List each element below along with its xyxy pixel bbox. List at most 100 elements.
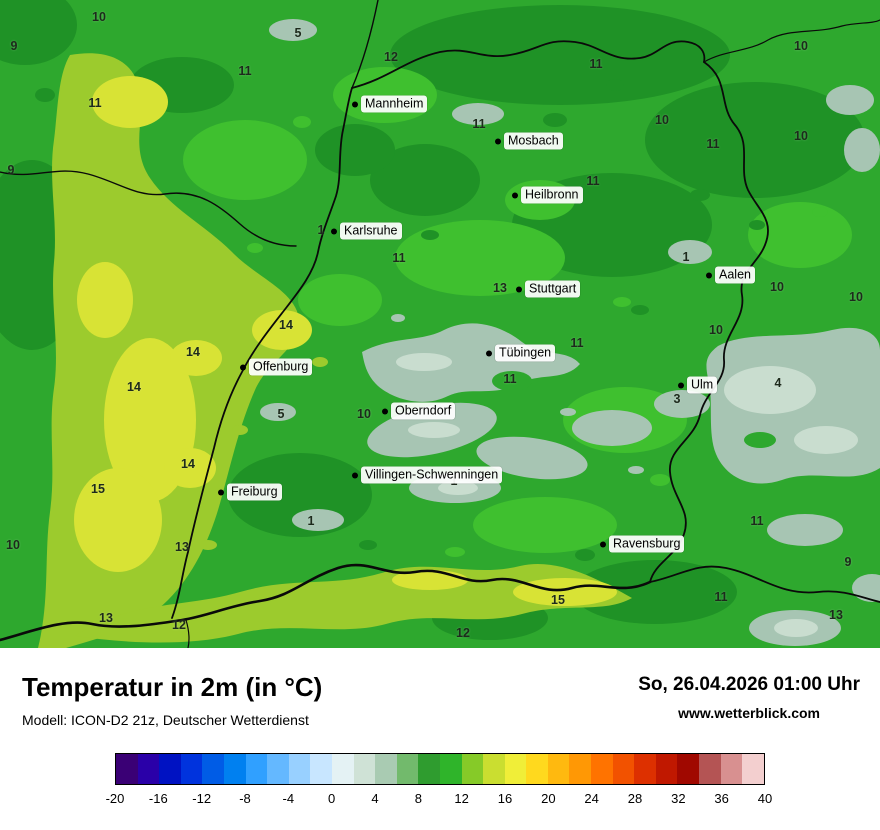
temperature-value: 9 xyxy=(7,163,15,177)
temperature-value: 10 xyxy=(6,538,20,552)
colorbar-tick: -12 xyxy=(192,791,212,806)
warm-cores xyxy=(74,76,312,572)
green-pockets xyxy=(492,371,776,448)
temperature-value: 13 xyxy=(99,611,113,625)
colorbar-segment xyxy=(742,754,764,784)
city-marker: Aalen xyxy=(706,266,755,284)
speckles-gray xyxy=(391,314,644,474)
city-marker: Offenburg xyxy=(240,358,313,376)
map-title: Temperatur in 2m (in °C) xyxy=(22,672,323,702)
temperature-value: 4 xyxy=(774,376,782,390)
colorbar-segment xyxy=(375,754,397,784)
colorbar-tick: 24 xyxy=(584,791,599,806)
temperature-value: 11 xyxy=(238,64,252,78)
temperature-value: 10 xyxy=(770,280,784,294)
colorbar-segment xyxy=(504,754,527,784)
temperature-value: 10 xyxy=(709,323,723,337)
city-label: Freiburg xyxy=(227,483,282,501)
colorbar-segment xyxy=(288,754,311,784)
temperature-value: 5 xyxy=(294,26,302,40)
city-dot-icon xyxy=(516,286,522,292)
colorbar-segment xyxy=(396,754,419,784)
colorbar-segment xyxy=(526,754,548,784)
temperature-value: 10 xyxy=(92,10,106,24)
city-dot-icon xyxy=(218,489,224,495)
colorbar xyxy=(115,753,765,785)
colorbar-segment xyxy=(591,754,613,784)
city-marker: Oberndorf xyxy=(382,402,456,420)
colorbar-segment xyxy=(483,754,505,784)
city-marker: Karlsruhe xyxy=(331,222,402,240)
colorbar-segment xyxy=(439,754,462,784)
temperature-value: 1 xyxy=(307,514,315,528)
colorbar-segment xyxy=(612,754,635,784)
colorbar-segment xyxy=(116,754,138,784)
city-label: Heilbronn xyxy=(521,186,583,204)
temperature-value: 1 xyxy=(317,223,325,237)
city-marker: Tübingen xyxy=(486,344,556,362)
colorbar-segment xyxy=(547,754,570,784)
footer-panel: Temperatur in 2m (in °C) Modell: ICON-D2… xyxy=(0,648,880,830)
website-link[interactable]: www.wetterblick.com xyxy=(678,705,821,721)
datetime-block: So, 26.04.2026 01:00 Uhr www.wetterblick… xyxy=(638,674,860,721)
city-dot-icon xyxy=(706,272,712,278)
colorbar-segment xyxy=(677,754,700,784)
colorbar-tick: 40 xyxy=(757,791,773,806)
speckles-dark xyxy=(35,79,765,561)
temperature-value: 10 xyxy=(849,290,863,304)
temperature-value: 13 xyxy=(175,540,189,554)
temperature-value: 11 xyxy=(88,96,102,110)
colorbar-segment xyxy=(699,754,721,784)
temperature-value: 10 xyxy=(655,113,669,127)
colorbar-segment xyxy=(159,754,181,784)
city-marker: Villingen-Schwenningen xyxy=(352,466,503,484)
temperature-value: 9 xyxy=(10,39,18,53)
border-lines xyxy=(0,0,880,648)
temperature-value: 11 xyxy=(706,137,720,151)
colorbar-tick: 36 xyxy=(714,791,729,806)
colorbar-segment xyxy=(310,754,332,784)
colorbar-tick: 8 xyxy=(414,791,422,806)
temperature-value: 11 xyxy=(503,372,517,386)
colorbar-tick: 16 xyxy=(497,791,513,806)
temperature-value: 13 xyxy=(493,281,507,295)
colorbar-tick: 28 xyxy=(627,791,643,806)
temperature-field-svg xyxy=(0,0,880,648)
temperature-value: 15 xyxy=(551,593,565,607)
city-dot-icon xyxy=(495,138,501,144)
colorbar-segment xyxy=(569,754,592,784)
map-overlay: Mannheim Mosbach Heilbronn Karlsruhe Stuttga… xyxy=(6,10,863,640)
colorbar-segment xyxy=(655,754,678,784)
temperature-value: 11 xyxy=(589,57,603,71)
city-label: Ulm xyxy=(687,376,718,394)
temperature-value: 14 xyxy=(127,380,141,394)
city-marker: Mannheim xyxy=(352,95,428,113)
temperature-value: 10 xyxy=(794,129,808,143)
city-label: Mannheim xyxy=(361,95,428,113)
city-label: Karlsruhe xyxy=(340,222,402,240)
temperature-value: 15 xyxy=(91,482,105,496)
temperature-value: 11 xyxy=(570,336,584,350)
city-label: Offenburg xyxy=(249,358,313,376)
speckles-yellowgreen xyxy=(199,357,328,550)
temperature-value: 12 xyxy=(456,626,470,640)
city-marker: Stuttgart xyxy=(516,280,581,298)
colorbar-segment xyxy=(331,754,354,784)
colorbar-ticks: -20 -16 -12 -8 -4 0 4 8 12 16 20 24 28 32 36 40 xyxy=(106,791,773,809)
city-marker: Ulm xyxy=(678,376,718,394)
temperature-value: 3 xyxy=(673,392,681,406)
city-label: Tübingen xyxy=(495,344,556,362)
city-marker: Heilbronn xyxy=(512,186,583,204)
temperature-value: 9 xyxy=(844,555,852,569)
colorbar-segment xyxy=(267,754,289,784)
colorbar-segment xyxy=(418,754,440,784)
city-dot-icon xyxy=(352,101,358,107)
colorbar-segment xyxy=(245,754,268,784)
speckles-bright xyxy=(247,116,828,557)
city-marker: Freiburg xyxy=(218,483,282,501)
colorbar-segment xyxy=(353,754,376,784)
temperature-value: 11 xyxy=(392,251,406,265)
city-dot-icon xyxy=(600,541,606,547)
colorbar-segment xyxy=(180,754,203,784)
city-dot-icon xyxy=(331,228,337,234)
